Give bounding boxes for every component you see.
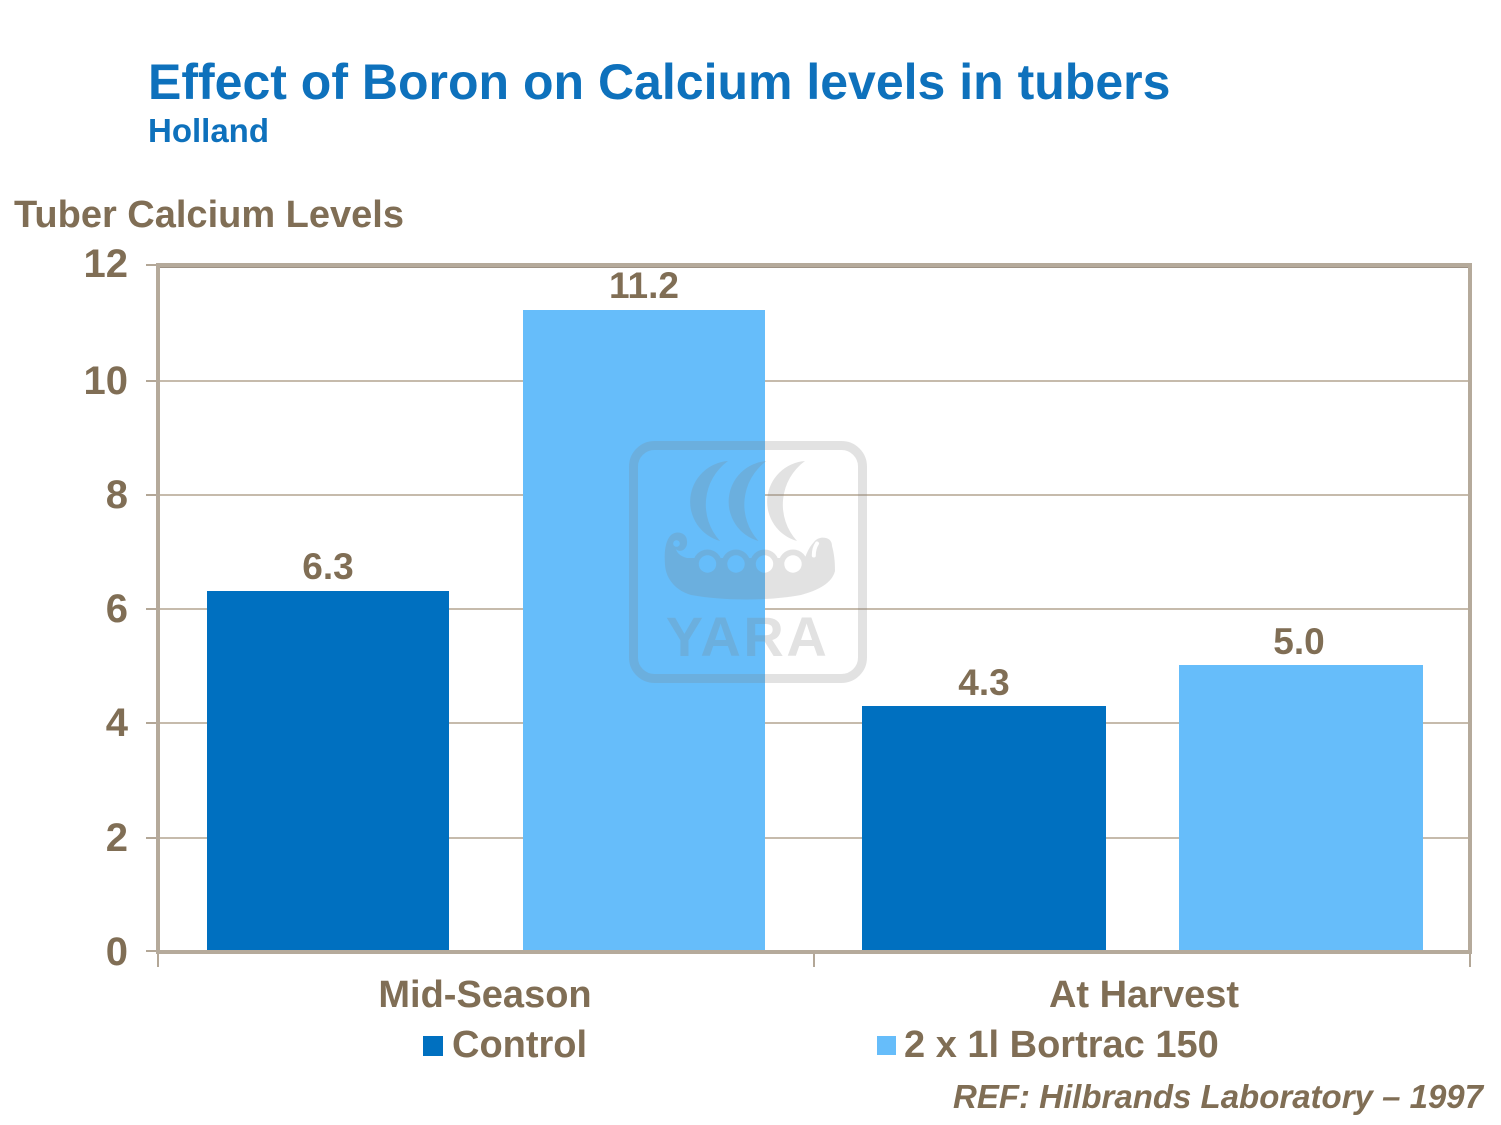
- svg-text:YARA: YARA: [666, 605, 830, 668]
